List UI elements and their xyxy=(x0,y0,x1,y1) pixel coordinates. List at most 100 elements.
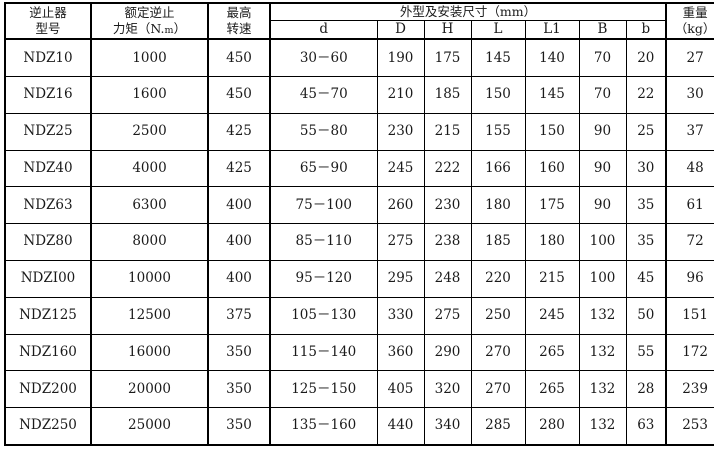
cell-b: 45 xyxy=(625,259,668,298)
cell-speed: 400 xyxy=(207,186,271,225)
cell-weight: 151 xyxy=(665,296,714,335)
cell-L1: 280 xyxy=(524,407,580,446)
cell-L: 270 xyxy=(470,370,526,409)
cell-L: 180 xyxy=(470,186,526,225)
table-row: NDZ16 1600 450 45－70 210 185 150 145 70 22 30 xyxy=(4,76,714,114)
cell-B: 100 xyxy=(578,223,627,261)
cell-speed: 375 xyxy=(207,296,271,335)
table-row: NDZ63 6300 400 75－100 260 230 180 175 90 35 61 xyxy=(4,186,714,225)
column-header-d: d xyxy=(269,20,378,41)
cell-b: 55 xyxy=(625,333,668,372)
cell-D: 330 xyxy=(376,296,425,335)
cell-d: 95－120 xyxy=(269,259,378,298)
cell-B: 70 xyxy=(578,38,627,78)
cell-model: NDZ16 xyxy=(4,76,92,114)
cell-speed: 400 xyxy=(207,223,271,261)
column-header-D: D xyxy=(376,20,425,41)
cell-B: 132 xyxy=(578,296,627,335)
cell-torque: 1600 xyxy=(90,76,209,114)
cell-speed: 350 xyxy=(207,370,271,409)
cell-H: 215 xyxy=(423,112,472,151)
column-header-max-speed: 最高 转速 xyxy=(207,2,271,41)
cell-L: 166 xyxy=(470,149,526,188)
cell-torque: 1000 xyxy=(90,38,209,78)
cell-model: NDZ250 xyxy=(4,407,92,446)
cell-L: 285 xyxy=(470,407,526,446)
cell-H: 290 xyxy=(423,333,472,372)
cell-d: 105－130 xyxy=(269,296,378,335)
cell-L1: 145 xyxy=(524,76,580,114)
column-header-weight: 重量 （kg） xyxy=(665,2,714,41)
cell-b: 20 xyxy=(625,38,668,78)
cell-d: 125－150 xyxy=(269,370,378,409)
cell-D: 190 xyxy=(376,38,425,78)
cell-d: 85－110 xyxy=(269,223,378,261)
cell-speed: 350 xyxy=(207,407,271,446)
cell-L: 220 xyxy=(470,259,526,298)
cell-B: 100 xyxy=(578,259,627,298)
cell-weight: 48 xyxy=(665,149,714,188)
cell-L1: 265 xyxy=(524,370,580,409)
cell-weight: 96 xyxy=(665,259,714,298)
cell-B: 90 xyxy=(578,112,627,151)
table-header-row-top: 逆止器 型号 额定逆止 力矩（N.m） 最高 转速 外型及安装尺寸（mm） 重量… xyxy=(4,2,714,41)
cell-weight: 172 xyxy=(665,333,714,372)
cell-L1: 265 xyxy=(524,333,580,372)
cell-D: 275 xyxy=(376,223,425,261)
cell-L1: 245 xyxy=(524,296,580,335)
cell-d: 115－140 xyxy=(269,333,378,372)
cell-weight: 30 xyxy=(665,76,714,114)
cell-L: 185 xyxy=(470,223,526,261)
cell-D: 360 xyxy=(376,333,425,372)
cell-b: 63 xyxy=(625,407,668,446)
cell-L1: 180 xyxy=(524,223,580,261)
table-row: NDZI00 10000 400 95－120 295 248 220 215 100 45 96 xyxy=(4,259,714,298)
column-header-b: b xyxy=(625,20,668,41)
cell-torque: 4000 xyxy=(90,149,209,188)
cell-weight: 27 xyxy=(665,38,714,78)
table-row: NDZ40 4000 425 65－90 245 222 166 160 90 30 48 xyxy=(4,149,714,188)
cell-model: NDZ125 xyxy=(4,296,92,335)
cell-torque: 2500 xyxy=(90,112,209,151)
table-row: NDZ25 2500 425 55－80 230 215 155 150 90 25 37 xyxy=(4,112,714,151)
cell-L1: 215 xyxy=(524,259,580,298)
cell-B: 90 xyxy=(578,186,627,225)
table-row: NDZ160 16000 350 115－140 360 290 270 265 132 55 17… xyxy=(4,333,714,372)
cell-weight: 61 xyxy=(665,186,714,225)
cell-D: 230 xyxy=(376,112,425,151)
column-header-model: 逆止器 型号 xyxy=(4,2,92,41)
cell-L1: 140 xyxy=(524,38,580,78)
cell-b: 50 xyxy=(625,296,668,335)
table-header-row-sub: d D H L L1 B b xyxy=(5,20,714,41)
cell-b: 25 xyxy=(625,112,668,151)
table-row: NDZ10 1000 450 30－60 190 175 145 140 70 20 27 xyxy=(4,38,714,78)
cell-torque: 25000 xyxy=(90,407,209,446)
cell-d: 45－70 xyxy=(269,76,378,114)
cell-speed: 450 xyxy=(207,76,271,114)
table-body: NDZ10 1000 450 30－60 190 175 145 140 70 20 27 NDZ16… xyxy=(4,38,714,446)
cell-b: 28 xyxy=(625,370,668,409)
cell-L1: 150 xyxy=(524,112,580,151)
cell-model: NDZ10 xyxy=(4,38,92,78)
cell-H: 340 xyxy=(423,407,472,446)
cell-L: 250 xyxy=(470,296,526,335)
cell-D: 295 xyxy=(376,259,425,298)
cell-d: 65－90 xyxy=(269,149,378,188)
column-header-L: L xyxy=(470,20,526,41)
cell-d: 55－80 xyxy=(269,112,378,151)
cell-L: 145 xyxy=(470,38,526,78)
cell-weight: 253 xyxy=(665,407,714,446)
cell-H: 230 xyxy=(423,186,472,225)
cell-B: 90 xyxy=(578,149,627,188)
cell-H: 248 xyxy=(423,259,472,298)
cell-weight: 37 xyxy=(665,112,714,151)
table-row: NDZ80 8000 400 85－110 275 238 185 180 100 35 72 xyxy=(4,223,714,261)
cell-torque: 20000 xyxy=(90,370,209,409)
cell-D: 440 xyxy=(376,407,425,446)
cell-model: NDZ200 xyxy=(4,370,92,409)
cell-H: 222 xyxy=(423,149,472,188)
column-header-L1: L1 xyxy=(524,20,580,41)
backstop-specification-table: 逆止器 型号 额定逆止 力矩（N.m） 最高 转速 外型及安装尺寸（mm） 重量… xyxy=(4,2,714,446)
cell-L1: 175 xyxy=(524,186,580,225)
cell-weight: 239 xyxy=(665,370,714,409)
